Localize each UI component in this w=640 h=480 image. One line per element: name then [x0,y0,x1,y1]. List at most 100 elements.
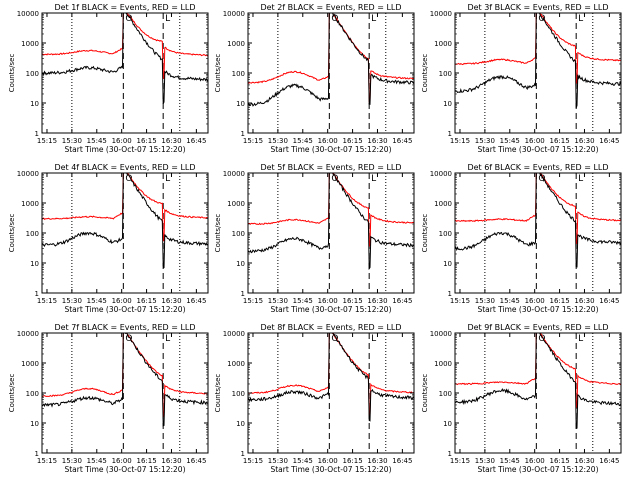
y-axis-label: Counts/sec [8,214,16,253]
y-tick-label: 100 [232,70,245,78]
y-tick-label: 1000 [434,200,452,208]
x-tick-label: 15:30 [475,457,495,465]
detector-panel-7: Det 7f BLACK = Events, RED = LLD O L 1 10 100… [8,323,209,474]
x-tick-label: 16:45 [186,137,206,145]
lld-series-line [455,13,621,84]
x-tick-label: 16:30 [161,137,181,145]
y-tick-label: 1 [35,450,39,458]
y-tick-label: 1 [448,130,452,138]
y-tick-label: 10000 [17,330,39,338]
y-tick-label: 10 [30,420,39,428]
x-tick-label: 15:45 [500,297,520,305]
x-tick-label: 15:15 [37,137,57,145]
lld-series-line [248,333,414,417]
y-tick-label: 10 [236,100,245,108]
detector-panel-5: Det 5f BLACK = Events, RED = LLD O L 1 10 100… [214,163,415,314]
x-tick-label: 16:30 [367,137,387,145]
x-tick-label: 15:45 [87,297,107,305]
y-tick-label: 1 [35,290,39,298]
x-tick-label: 15:30 [62,297,82,305]
marker-letter: L [371,174,376,184]
x-tick-label: 16:45 [392,297,412,305]
y-tick-label: 1000 [21,200,39,208]
x-tick-label: 16:45 [392,457,412,465]
y-tick-label: 1000 [434,40,452,48]
x-tick-label: 16:45 [599,457,619,465]
x-tick-label: 16:00 [318,297,338,305]
plot-frame [454,332,622,454]
marker-letter: L [165,14,170,24]
x-tick-label: 15:45 [500,457,520,465]
y-tick-label: 1000 [227,40,245,48]
x-tick-label: 15:45 [293,457,313,465]
x-tick-label: 16:15 [136,137,156,145]
y-tick-label: 100 [232,230,245,238]
x-tick-label: 16:00 [112,297,132,305]
x-tick-label: 16:45 [186,297,206,305]
y-tick-label: 10000 [223,170,245,178]
x-tick-label: 16:15 [549,457,569,465]
events-series-line [248,333,414,422]
x-tick-label: 16:30 [574,457,594,465]
x-axis-label: Start Time (30-Oct-07 15:12:20) [477,305,598,314]
panel-title: Det 6f BLACK = Events, RED = LLD [467,163,608,172]
detector-panel-4: Det 4f BLACK = Events, RED = LLD O L 1 10 100… [8,163,209,314]
x-tick-label: 15:30 [268,457,288,465]
x-tick-label: 15:30 [62,137,82,145]
marker-letter: L [165,174,170,184]
x-tick-label: 15:45 [87,457,107,465]
y-tick-label: 10 [236,420,245,428]
y-tick-label: 100 [26,70,39,78]
x-axis-label: Start Time (30-Oct-07 15:12:20) [64,465,185,474]
events-series-line [248,13,414,107]
x-tick-label: 15:15 [450,297,470,305]
y-tick-label: 1000 [21,360,39,368]
marker-letter: O [538,334,545,344]
lld-series-line [42,333,208,417]
y-tick-label: 10000 [17,170,39,178]
events-series-line [455,13,621,109]
x-tick-label: 15:30 [62,457,82,465]
plot-frame [41,172,209,294]
x-tick-label: 16:15 [549,297,569,305]
y-tick-label: 100 [439,390,452,398]
plot-frame [41,12,209,134]
y-axis-label: Counts/sec [421,374,429,413]
y-tick-label: 1 [241,290,245,298]
y-axis-label: Counts/sec [214,54,222,93]
x-tick-label: 16:00 [525,457,545,465]
panel-title: Det 8f BLACK = Events, RED = LLD [260,323,401,332]
x-tick-label: 16:45 [186,457,206,465]
plot-frame [247,332,415,454]
y-tick-label: 10000 [223,10,245,18]
marker-letter: O [331,14,338,24]
x-tick-label: 15:15 [243,457,263,465]
x-tick-label: 16:30 [161,297,181,305]
y-tick-label: 1000 [227,200,245,208]
detector-panel-6: Det 6f BLACK = Events, RED = LLD O L 1 10 100… [421,163,622,314]
x-axis-label: Start Time (30-Oct-07 15:12:20) [270,145,391,154]
y-tick-label: 10 [30,100,39,108]
y-tick-label: 10 [443,260,452,268]
lld-series-line [248,13,414,103]
x-tick-label: 16:30 [161,457,181,465]
panel-title: Det 3f BLACK = Events, RED = LLD [467,3,608,12]
marker-letter: O [125,14,132,24]
x-tick-label: 15:30 [475,137,495,145]
marker-letter: L [371,14,376,24]
x-axis-label: Start Time (30-Oct-07 15:12:20) [270,305,391,314]
y-tick-label: 1000 [227,360,245,368]
x-tick-label: 16:15 [342,457,362,465]
y-tick-label: 1 [35,130,39,138]
y-axis-label: Counts/sec [8,54,16,93]
marker-letter: O [331,174,338,184]
x-tick-label: 16:45 [599,137,619,145]
lld-series-line [42,13,208,79]
panel-title: Det 5f BLACK = Events, RED = LLD [260,163,401,172]
x-axis-label: Start Time (30-Oct-07 15:12:20) [477,465,598,474]
y-tick-label: 1000 [434,360,452,368]
marker-letter: O [125,174,132,184]
x-tick-label: 15:15 [243,137,263,145]
y-tick-label: 10000 [430,330,452,338]
